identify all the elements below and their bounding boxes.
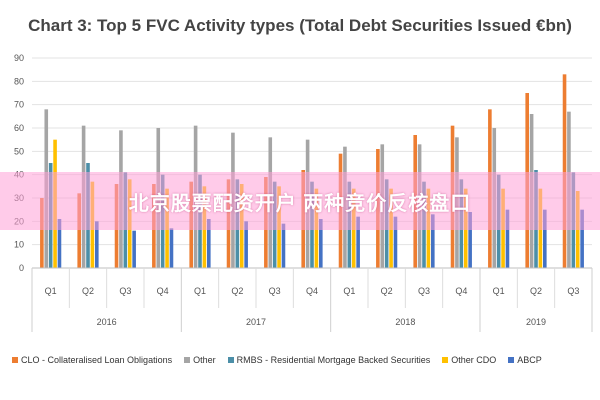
x-tick-label: Q2 xyxy=(82,286,94,296)
year-label: 2016 xyxy=(97,317,117,327)
year-label: 2017 xyxy=(246,317,266,327)
legend-swatch xyxy=(184,357,191,363)
x-tick-label: Q2 xyxy=(530,286,542,296)
legend-label: Other CDO xyxy=(451,355,497,365)
bar xyxy=(505,209,510,268)
legend-item: Other CDO xyxy=(442,355,496,365)
legend-label: ABCP xyxy=(517,355,542,365)
x-tick-label: Q2 xyxy=(231,286,243,296)
chart-title: Chart 3: Top 5 FVC Activity types (Total… xyxy=(28,16,572,35)
x-tick-label: Q1 xyxy=(343,286,355,296)
bar xyxy=(319,219,323,268)
y-tick-label: 10 xyxy=(14,240,24,250)
legend-item: Other xyxy=(184,355,216,365)
y-tick-label: 50 xyxy=(14,146,24,156)
bar xyxy=(580,209,584,268)
legend: CLO - Collateralised Loan Obligations Oth… xyxy=(12,350,600,370)
legend-label: Other xyxy=(193,355,216,365)
legend-label: CLO - Collateralised Loan Obligations xyxy=(21,355,173,365)
x-tick-label: Q3 xyxy=(119,286,131,296)
bar xyxy=(562,74,567,268)
year-label: 2019 xyxy=(526,317,546,327)
x-tick-label: Q1 xyxy=(45,286,57,296)
legend-swatch xyxy=(508,357,515,363)
year-label: 2018 xyxy=(395,317,415,327)
y-tick-label: 70 xyxy=(14,100,24,110)
x-tick-label: Q4 xyxy=(455,286,467,296)
bar xyxy=(57,219,62,268)
legend-item: CLO - Collateralised Loan Obligations xyxy=(12,355,172,365)
x-tick-label: Q1 xyxy=(194,286,206,296)
legend-label: RMBS - Residential Mortgage Backed Secur… xyxy=(236,355,431,365)
y-tick-label: 0 xyxy=(19,263,24,273)
x-tick-label: Q4 xyxy=(306,286,318,296)
x-tick-label: Q3 xyxy=(567,286,579,296)
bar xyxy=(244,221,248,268)
bar xyxy=(356,216,360,268)
watermark-overlay: 北京股票配资开户 两种竞价反核盘口 xyxy=(0,172,600,230)
x-tick-label: Q2 xyxy=(381,286,393,296)
x-tick-label: Q1 xyxy=(493,286,505,296)
legend-item: ABCP xyxy=(508,355,542,365)
legend-swatch xyxy=(227,357,234,363)
y-tick-label: 60 xyxy=(14,123,24,133)
bar xyxy=(169,228,174,268)
bar xyxy=(281,223,286,268)
legend-swatch xyxy=(442,357,449,363)
x-tick-label: Q3 xyxy=(269,286,281,296)
bar xyxy=(543,209,547,268)
bar xyxy=(132,230,136,268)
bar xyxy=(95,221,99,268)
legend-item: RMBS - Residential Mortgage Backed Secur… xyxy=(227,355,431,365)
x-tick-label: Q4 xyxy=(157,286,169,296)
bar xyxy=(77,193,81,268)
legend-swatch xyxy=(12,357,18,363)
y-tick-label: 80 xyxy=(14,76,24,86)
bar xyxy=(40,198,44,268)
x-tick-label: Q3 xyxy=(418,286,430,296)
bar xyxy=(431,214,435,268)
bar xyxy=(207,219,211,268)
bar xyxy=(468,212,472,268)
bar xyxy=(393,216,398,268)
y-tick-label: 90 xyxy=(14,53,24,63)
